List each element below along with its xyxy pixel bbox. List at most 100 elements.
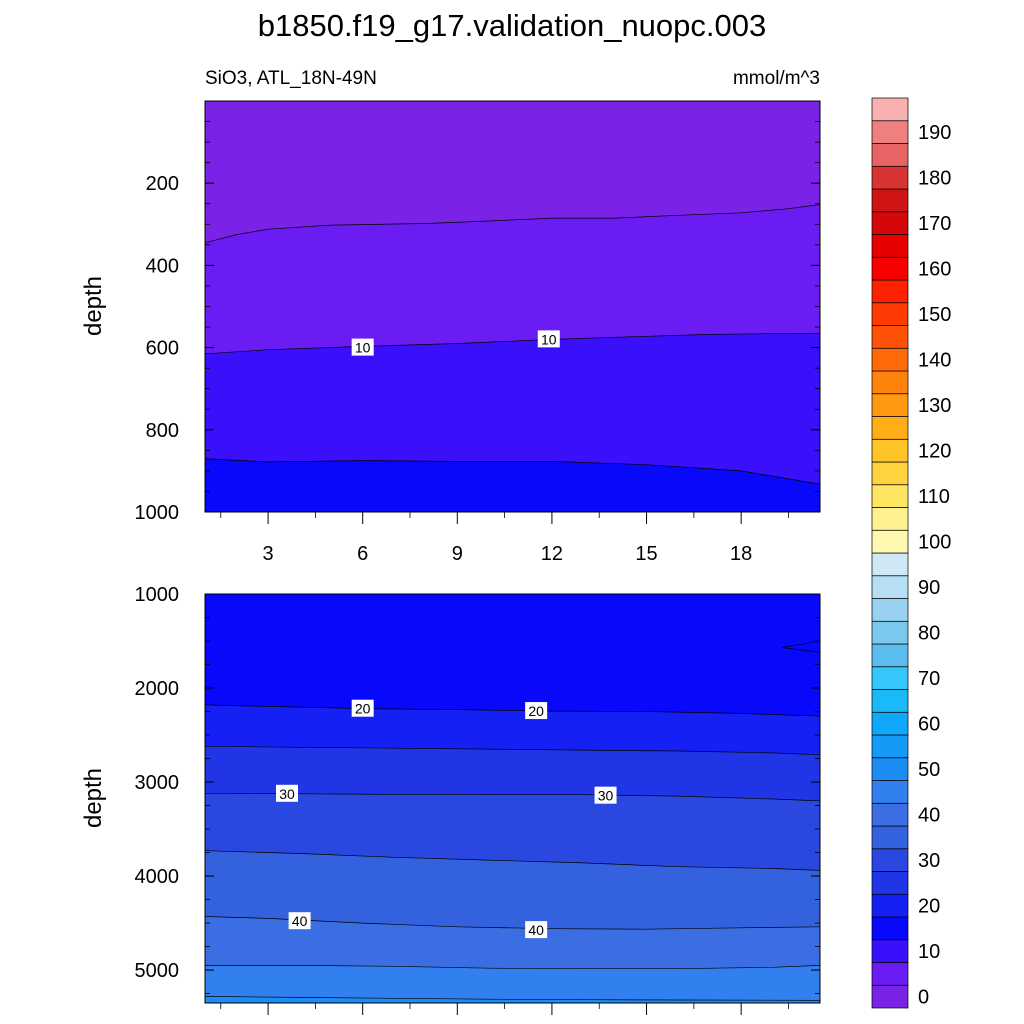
colorbar-swatch (871, 643, 909, 668)
variable-label: SiO3, ATL_18N-49N (205, 68, 377, 89)
colorbar-label: 0 (918, 987, 929, 1009)
colorbar-swatch (871, 256, 909, 281)
contour-line (205, 850, 820, 871)
contour-label-bg (525, 702, 548, 720)
y-tick-label: 600 (146, 338, 179, 360)
colorbar-label: 90 (918, 577, 940, 599)
colorbar-label: 130 (918, 395, 951, 417)
colorbar-swatch (871, 279, 909, 304)
contour-label-bg (525, 921, 548, 939)
contour-label: 30 (279, 786, 295, 802)
contour-label-bg (537, 330, 560, 348)
colorbar-swatch (871, 757, 909, 781)
contour-line (205, 204, 820, 244)
contour-band (205, 793, 820, 871)
colorbar-swatch (871, 984, 909, 1009)
contour-label-bg (288, 912, 311, 930)
contour-line (205, 704, 820, 717)
y-tick-label: 1000 (135, 584, 180, 606)
plot-frame (204, 593, 821, 1004)
colorbar-swatch (871, 302, 909, 326)
colorbar-label: 20 (918, 896, 940, 918)
contour-line (205, 996, 820, 1001)
colorbar-label: 170 (918, 213, 951, 235)
chart-title: b1850.f19_g17.validation_nuopc.003 (258, 8, 767, 43)
contour-band (205, 704, 820, 755)
colorbar-swatch (871, 393, 909, 417)
colorbar-swatch (871, 575, 909, 599)
colorbar-label: 150 (918, 304, 951, 326)
colorbar-swatch (871, 211, 909, 235)
colorbar-swatch (871, 825, 909, 850)
contour-label-bg (594, 786, 617, 804)
colorbar-swatch (871, 893, 909, 918)
colorbar-swatch (871, 962, 909, 986)
colorbar-label: 80 (918, 623, 940, 645)
colorbar-label: 110 (918, 486, 950, 508)
contour-band (205, 204, 820, 354)
top-ylabel: depth (80, 276, 107, 336)
contour-label: 10 (355, 340, 371, 356)
colorbar-swatch (871, 370, 909, 395)
colorbar-label: 10 (918, 941, 940, 963)
contour-band (205, 101, 820, 243)
colorbar-swatch (871, 234, 909, 258)
contour-band (205, 458, 820, 512)
y-tick-label: 3000 (135, 772, 180, 794)
colorbar-label: 190 (918, 122, 951, 144)
colorbar-swatch (871, 598, 909, 622)
contour-feature (782, 640, 820, 653)
x-tick-label: 9 (452, 543, 463, 565)
colorbar: 0 10 20 30 40 50 60 70 80 90 100 110 120 130 140 150 160… (871, 97, 951, 1009)
y-tick-label: 400 (146, 255, 179, 277)
colorbar-swatch (871, 529, 909, 554)
contour-fills (205, 594, 820, 1003)
contour-line (205, 332, 820, 355)
contour-band (205, 746, 820, 801)
contour-band (205, 916, 820, 969)
colorbar-swatch (871, 507, 909, 531)
colorbar-swatch (871, 620, 909, 645)
colorbar-swatch (871, 461, 909, 486)
colorbar-swatch (871, 165, 909, 190)
colorbar-swatch (871, 916, 909, 941)
contour-line (205, 916, 820, 930)
colorbar-label: 50 (918, 759, 940, 781)
contour-label: 40 (292, 913, 308, 929)
bottom-contour-panel: 1000 2000 3000 4000 5000 20 20 30 30 40 40 (135, 584, 821, 1015)
colorbar-swatch (871, 802, 909, 827)
contour-label-bg (351, 338, 374, 356)
colorbar-swatch (871, 97, 909, 122)
colorbar-swatch (871, 939, 909, 963)
contour-band (205, 333, 820, 485)
colorbar-label: 160 (918, 259, 951, 281)
y-tick-label: 800 (146, 420, 179, 442)
bottom-ylabel: depth (80, 768, 107, 828)
colorbar-swatch (871, 120, 909, 144)
colorbar-label: 40 (918, 805, 940, 827)
colorbar-swatch (871, 552, 909, 577)
colorbar-swatch (871, 734, 909, 759)
colorbar-swatch (871, 188, 909, 213)
contour-label: 10 (541, 331, 557, 347)
y-tick-label: 1000 (135, 502, 180, 524)
contour-band (205, 965, 820, 1001)
colorbar-label: 60 (918, 714, 940, 736)
colorbar-swatch (871, 484, 909, 508)
colorbar-label: 180 (918, 168, 951, 190)
colorbar-swatch (871, 438, 909, 463)
units-label: mmol/m^3 (733, 68, 820, 89)
colorbar-swatch (871, 689, 909, 713)
contour-line (205, 792, 820, 802)
colorbar-swatch (871, 666, 909, 690)
contour-label: 20 (528, 703, 544, 719)
colorbar-label: 30 (918, 850, 940, 872)
contour-label: 40 (528, 922, 544, 938)
top-contour-panel: 200 400 600 800 1000 3 6 9 12 15 18 10 10 (135, 100, 821, 565)
colorbar-swatch (871, 711, 909, 736)
y-tick-label: 4000 (135, 866, 180, 888)
contour-label: 20 (355, 701, 371, 717)
contour-label: 30 (598, 788, 614, 804)
x-tick-label: 12 (541, 543, 563, 565)
colorbar-label: 140 (918, 350, 951, 372)
